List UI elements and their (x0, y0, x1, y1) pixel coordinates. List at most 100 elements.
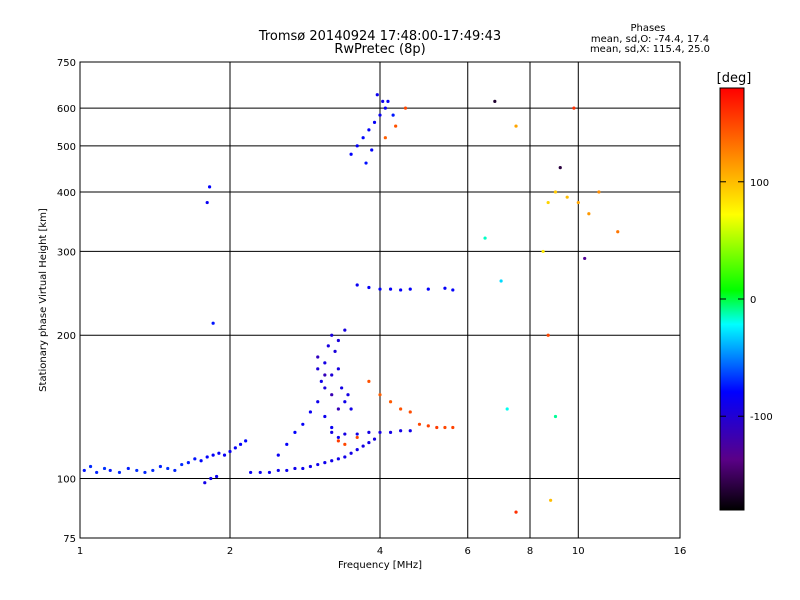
data-point (493, 99, 497, 103)
data-point (346, 393, 350, 397)
data-point (367, 128, 371, 132)
data-point (143, 470, 147, 475)
data-point (553, 190, 558, 194)
data-point (399, 407, 403, 411)
y-tick-label: 600 (57, 104, 76, 115)
data-point (576, 200, 580, 205)
data-point (399, 429, 403, 433)
data-point (285, 468, 289, 473)
data-point (323, 361, 327, 365)
colorbar-label: [deg] (717, 71, 752, 86)
data-point (408, 287, 412, 291)
data-point (616, 230, 620, 234)
data-point (435, 425, 439, 430)
data-point (443, 286, 447, 290)
data-point (546, 333, 550, 337)
data-point (209, 476, 213, 481)
colorbar-ticks: 100 0 -100 (720, 178, 773, 423)
data-point (205, 200, 209, 205)
data-point (367, 440, 371, 445)
data-point (541, 249, 545, 254)
y-tick-label: 100 (57, 475, 76, 486)
data-point (293, 466, 297, 471)
data-point (343, 455, 347, 459)
data-point (558, 166, 562, 170)
data-point (343, 400, 347, 404)
data-point (330, 333, 334, 337)
x-tick-label: 4 (377, 546, 383, 557)
data-point (330, 459, 334, 463)
colorbar-tick-label: -100 (750, 412, 773, 423)
data-point (323, 386, 327, 390)
data-point (370, 148, 374, 152)
data-point (408, 410, 412, 414)
data-point (572, 106, 576, 110)
y-tick-label: 200 (57, 331, 76, 342)
data-point (316, 400, 320, 404)
data-point (451, 288, 455, 292)
colorbar-tick-label: 0 (750, 295, 756, 306)
data-point (553, 414, 558, 419)
data-point (323, 373, 327, 377)
data-point (108, 468, 112, 473)
data-point (82, 468, 86, 473)
data-point (399, 288, 403, 292)
data-point (330, 373, 334, 377)
data-point (319, 379, 323, 383)
data-point (378, 113, 382, 117)
data-point (426, 287, 430, 291)
data-point (186, 461, 190, 465)
data-point (372, 120, 377, 124)
data-point (403, 106, 408, 110)
y-tick-label: 400 (57, 188, 76, 199)
data-point (336, 338, 340, 343)
data-point (217, 451, 221, 455)
data-point (378, 287, 382, 291)
data-point (367, 430, 371, 434)
data-point (336, 435, 340, 440)
data-point (355, 144, 359, 148)
data-point (173, 468, 177, 473)
data-point (364, 161, 368, 165)
data-point (211, 321, 215, 325)
data-point (323, 414, 327, 419)
data-point (514, 510, 518, 514)
data-point (199, 459, 203, 463)
stats-line-x: mean, sd,X: 115.4, 25.0 (590, 44, 710, 55)
data-point (383, 136, 387, 140)
data-point (355, 435, 359, 440)
stats-line-o: mean, sd,O: -74.4, 17.4 (591, 34, 709, 45)
grid-layer (80, 62, 680, 538)
data-point (308, 410, 313, 414)
chart-subtitle: RwPretec (8p) (334, 42, 425, 57)
data-point (336, 407, 340, 411)
data-point (349, 152, 353, 156)
data-point (215, 474, 219, 479)
x-axis-label: Frequency [MHz] (338, 560, 422, 571)
data-point (95, 470, 99, 475)
data-point (388, 430, 393, 434)
data-point (330, 393, 334, 397)
x-tick-label: 16 (674, 546, 687, 557)
data-point (587, 212, 591, 216)
data-point (383, 106, 387, 110)
data-point (316, 367, 320, 371)
data-point (408, 429, 412, 433)
data-point (276, 468, 280, 473)
data-point (388, 400, 393, 404)
data-point (267, 470, 272, 475)
data-point (378, 393, 382, 397)
data-point (326, 344, 330, 348)
data-point (211, 453, 215, 457)
y-tick-label: 300 (57, 247, 76, 258)
y-axis-label: Stationary phase Virtual Height [km] (38, 208, 49, 392)
data-point (203, 481, 207, 485)
data-point (361, 444, 365, 448)
y-axis-ticks: 75 100 200 300 400 500 600 750 (57, 58, 76, 545)
data-point (565, 195, 569, 199)
data-point (88, 464, 93, 469)
data-point (151, 468, 155, 473)
x-tick-label: 6 (465, 546, 471, 557)
data-point (349, 407, 353, 411)
